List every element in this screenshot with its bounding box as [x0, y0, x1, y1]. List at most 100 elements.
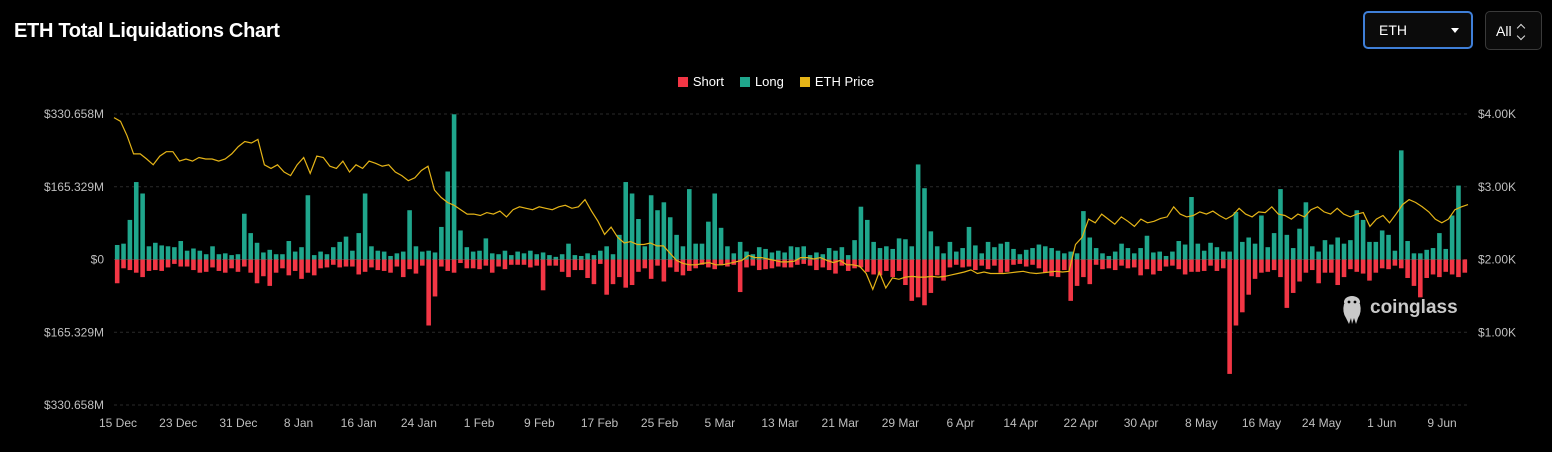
- bar-short: [693, 259, 698, 269]
- bar-short: [521, 259, 527, 265]
- bar-short: [159, 259, 164, 271]
- bar-short: [299, 259, 304, 279]
- bar-long: [1214, 247, 1220, 260]
- bar-long: [814, 252, 819, 260]
- bar-short: [585, 259, 590, 278]
- bar-long: [667, 217, 673, 260]
- range-select[interactable]: All: [1485, 11, 1542, 50]
- y-tick-right: $3.00K: [1478, 180, 1516, 194]
- bar-long: [998, 243, 1004, 260]
- bar-long: [960, 248, 965, 260]
- bar-short: [1182, 259, 1188, 275]
- bar-short: [623, 259, 629, 288]
- legend-item-price[interactable]: ETH Price: [799, 74, 874, 89]
- bar-short: [133, 259, 139, 273]
- bar-short: [909, 259, 915, 301]
- bar-long: [591, 255, 597, 260]
- bar-long: [737, 241, 743, 260]
- legend-item-short[interactable]: Short: [677, 74, 724, 89]
- bar-long: [261, 252, 266, 260]
- legend-label-long: Long: [754, 74, 784, 89]
- bar-short: [1456, 259, 1461, 278]
- bar-long: [1208, 242, 1213, 260]
- bar-long: [629, 193, 635, 260]
- bar-long: [1265, 247, 1271, 260]
- bar-long: [445, 171, 451, 260]
- bar-long: [222, 253, 228, 260]
- bar-long: [140, 193, 145, 260]
- bar-long: [966, 226, 972, 260]
- bar-short: [172, 259, 177, 264]
- x-tick-label: 22 Apr: [1064, 416, 1099, 430]
- bar-long: [426, 250, 431, 260]
- coin-select[interactable]: ETH: [1363, 11, 1473, 49]
- bar-short: [127, 259, 133, 271]
- bar-long: [324, 254, 330, 260]
- bar-short: [515, 259, 520, 265]
- bar-short: [1087, 259, 1093, 285]
- bar-short: [884, 259, 889, 271]
- bar-long: [1379, 230, 1385, 260]
- bar-short: [769, 259, 775, 269]
- bar-long: [1144, 235, 1150, 260]
- bar-short: [292, 259, 298, 271]
- bar-long: [216, 254, 222, 260]
- bar-long: [496, 254, 501, 260]
- bar-short: [1424, 259, 1429, 278]
- bar-long: [718, 227, 724, 260]
- legend-item-long[interactable]: Long: [739, 74, 784, 89]
- bar-long: [903, 239, 908, 260]
- bar-long: [756, 247, 762, 260]
- x-tick-label: 25 Feb: [641, 416, 679, 430]
- bar-long: [953, 251, 959, 260]
- bar-short: [413, 259, 419, 274]
- bar-long: [1284, 234, 1290, 260]
- bar-short: [617, 259, 622, 278]
- bar-short: [903, 259, 908, 286]
- bar-short: [1405, 259, 1410, 278]
- bar-long: [1138, 248, 1143, 260]
- bar-long: [407, 210, 412, 260]
- bar-short: [470, 259, 476, 269]
- bar-short: [1348, 259, 1353, 270]
- bar-short: [1195, 259, 1201, 272]
- bar-long: [1392, 250, 1398, 260]
- bar-long: [776, 250, 781, 260]
- bar-long: [1456, 185, 1461, 260]
- bar-long: [1220, 251, 1226, 260]
- bar-long: [1227, 251, 1232, 260]
- x-tick-label: 15 Dec: [99, 416, 137, 430]
- bar-short: [267, 259, 273, 286]
- bar-short: [864, 259, 870, 272]
- bar-short: [1201, 259, 1207, 271]
- x-tick-label: 16 May: [1242, 416, 1281, 430]
- bar-long: [528, 250, 533, 260]
- bar-long: [922, 188, 927, 260]
- bar-short: [1157, 259, 1162, 271]
- bar-short: [178, 259, 184, 267]
- bar-long: [1271, 233, 1277, 260]
- bar-long: [1424, 249, 1429, 260]
- bar-short: [496, 259, 501, 267]
- bar-short: [744, 259, 749, 268]
- bar-short: [445, 259, 451, 271]
- bar-short: [1341, 259, 1347, 278]
- x-tick-label: 31 Dec: [219, 416, 257, 430]
- bar-long: [1329, 244, 1334, 260]
- bar-short: [1246, 259, 1251, 295]
- bar-short: [216, 259, 222, 271]
- bar-long: [941, 253, 946, 260]
- bar-long: [699, 243, 705, 260]
- bar-short: [248, 259, 253, 273]
- bar-long: [273, 254, 279, 260]
- bar-long: [731, 253, 737, 260]
- bar-long: [744, 251, 749, 260]
- bar-long: [915, 164, 921, 260]
- bar-long: [311, 255, 317, 260]
- bar-long: [934, 246, 940, 260]
- bar-short: [922, 259, 927, 306]
- bar-long: [871, 241, 876, 260]
- bar-long: [1182, 244, 1188, 260]
- bar-long: [362, 193, 368, 260]
- bar-short: [242, 259, 247, 267]
